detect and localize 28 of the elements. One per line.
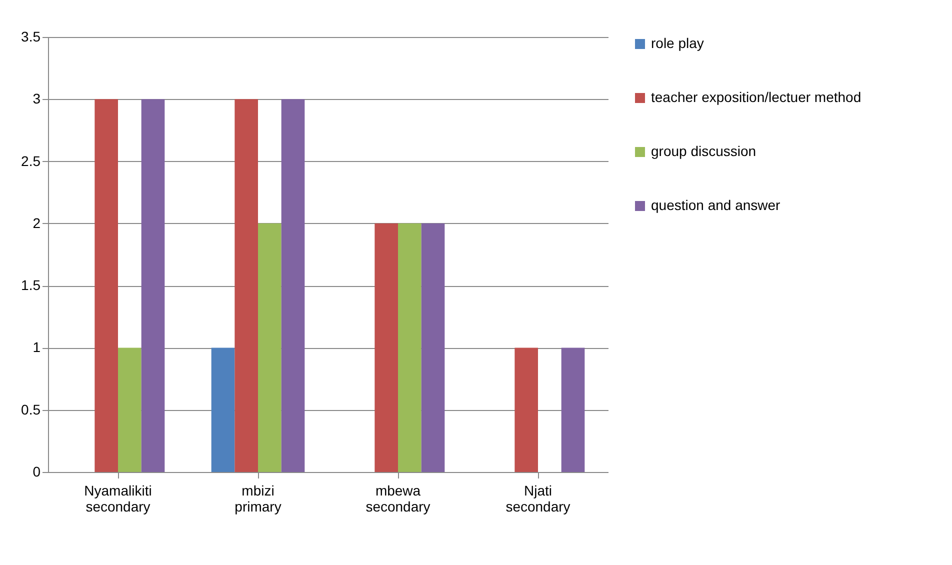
bar xyxy=(94,99,118,472)
x-tick-label: Nyamalikiti secondary xyxy=(84,482,152,514)
bar xyxy=(211,348,235,472)
bar xyxy=(234,99,258,472)
x-tick-label: Njati secondary xyxy=(506,482,570,514)
bar xyxy=(398,223,422,472)
bar xyxy=(258,223,282,472)
x-tick-label: mbewa secondary xyxy=(366,482,430,514)
bar xyxy=(118,348,142,472)
legend-label: group discussion xyxy=(651,143,756,159)
y-tick-label: 0.5 xyxy=(21,401,41,418)
bar xyxy=(514,348,538,472)
x-tick-label: mbizi primary xyxy=(234,482,282,514)
y-tick-label: 0 xyxy=(32,464,41,480)
legend-label: question and answer xyxy=(651,197,781,213)
y-tick-label: 1 xyxy=(32,339,41,356)
y-tick-label: 3 xyxy=(32,90,41,107)
y-tick-label: 2.5 xyxy=(21,152,41,169)
y-tick-label: 2 xyxy=(32,214,41,231)
bar xyxy=(421,223,445,472)
legend-label: teacher exposition/lectuer method xyxy=(651,89,862,105)
bar xyxy=(561,348,585,472)
bar xyxy=(141,99,165,472)
legend-label: role play xyxy=(651,35,704,51)
bar xyxy=(374,223,398,472)
y-tick-label: 1.5 xyxy=(21,277,41,294)
bar xyxy=(281,99,305,472)
y-tick-label: 3.5 xyxy=(21,28,41,44)
